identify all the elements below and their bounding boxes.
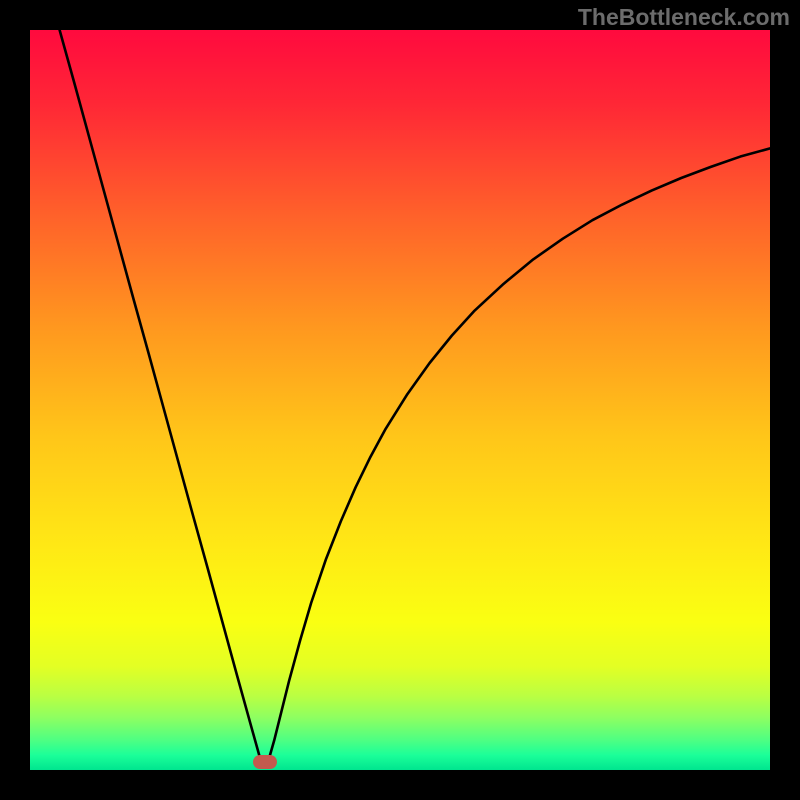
chart-frame: TheBottleneck.com: [0, 0, 800, 800]
minimum-marker: [253, 755, 277, 769]
gradient-background: [30, 30, 770, 770]
plot-area: [30, 30, 770, 770]
chart-svg: [30, 30, 770, 770]
watermark-text: TheBottleneck.com: [578, 4, 790, 31]
